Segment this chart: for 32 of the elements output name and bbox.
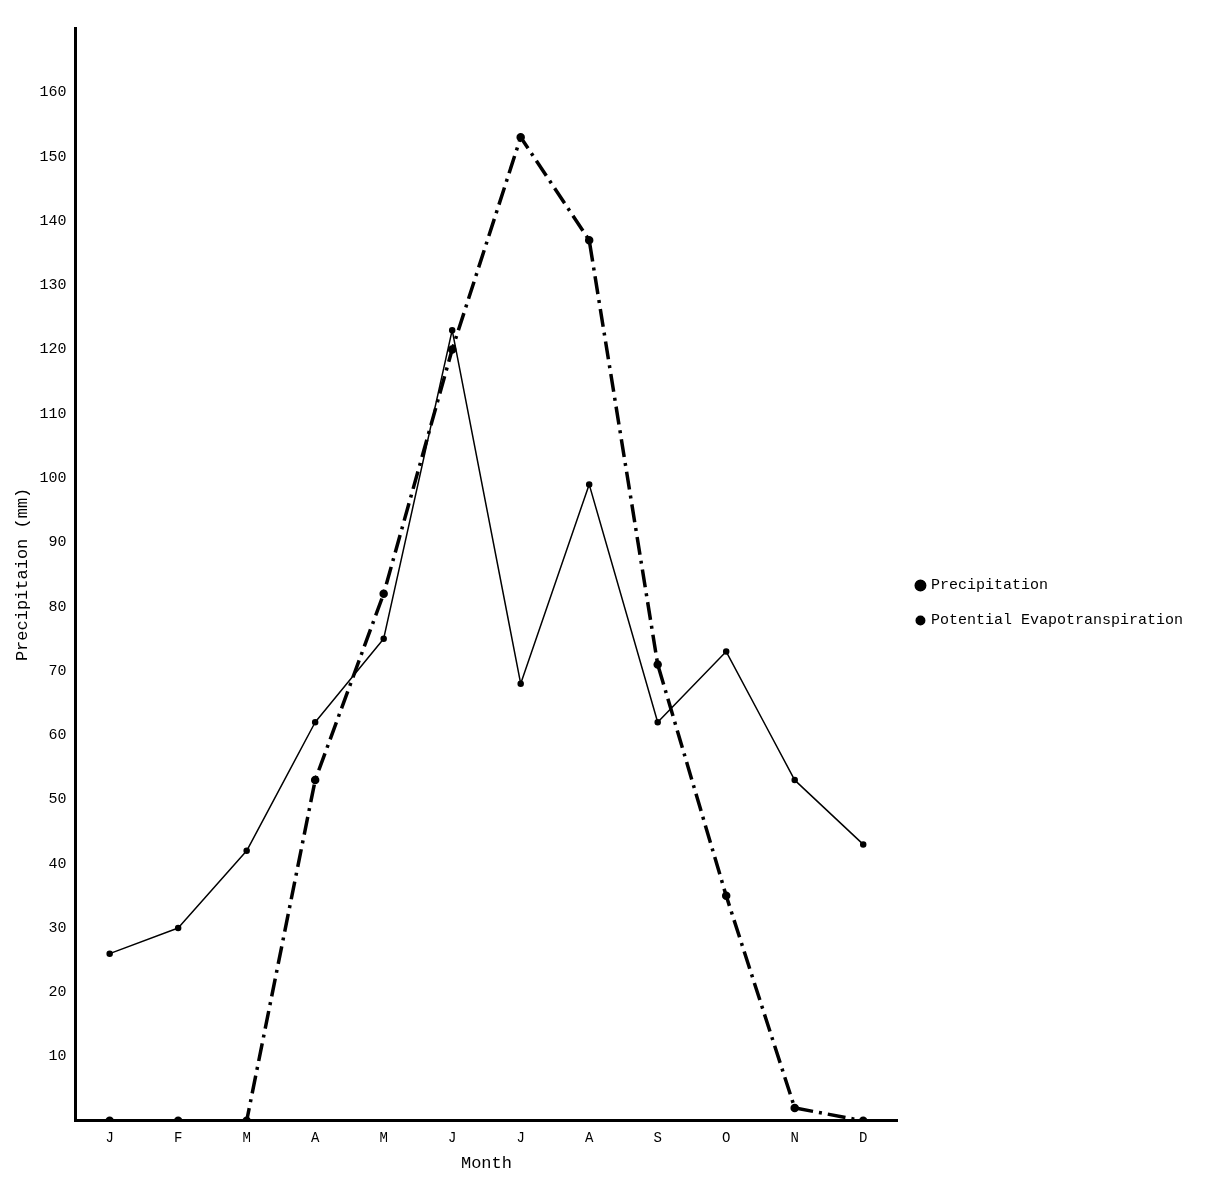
legend-label: Precipitation xyxy=(930,577,1048,595)
x-axis-title: Month xyxy=(460,1154,512,1174)
x-tick-label: O xyxy=(721,1129,731,1146)
y-tick-label: 20 xyxy=(48,984,67,1002)
x-tick-label: D xyxy=(859,1129,868,1146)
y-tick-label: 140 xyxy=(39,212,67,230)
x-tick-label: N xyxy=(790,1129,799,1146)
y-tick-label: 10 xyxy=(48,1048,67,1066)
x-tick-label: A xyxy=(310,1129,320,1146)
y-tick-label: 50 xyxy=(48,791,67,809)
y-tick-label: 160 xyxy=(39,84,67,102)
y-tick-label: 70 xyxy=(48,662,67,680)
x-tick-label: M xyxy=(379,1129,388,1146)
y-tick-label: 130 xyxy=(39,277,67,295)
legend-label: Potential Evapotranspiration xyxy=(930,612,1184,630)
x-tick-label: J xyxy=(516,1129,525,1146)
x-tick-label: S xyxy=(653,1129,662,1146)
y-tick-label: 120 xyxy=(39,341,67,359)
y-tick-label: 150 xyxy=(39,148,67,166)
y-tick-label: 40 xyxy=(48,855,67,873)
y-tick-label: 30 xyxy=(48,919,67,937)
y-tick-label: 110 xyxy=(39,405,67,423)
y-tick-label: 90 xyxy=(48,534,67,552)
x-tick-label: J xyxy=(447,1129,457,1146)
y-tick-label: 60 xyxy=(48,727,67,745)
y-tick-label: 100 xyxy=(39,469,67,487)
y-axis-title: Precipitaion (mm) xyxy=(12,487,32,662)
x-tick-label: F xyxy=(173,1129,183,1146)
x-tick-label: M xyxy=(242,1129,251,1146)
x-tick-label: J xyxy=(105,1129,114,1146)
x-tick-label: A xyxy=(584,1129,594,1146)
y-tick-label: 80 xyxy=(48,598,67,616)
